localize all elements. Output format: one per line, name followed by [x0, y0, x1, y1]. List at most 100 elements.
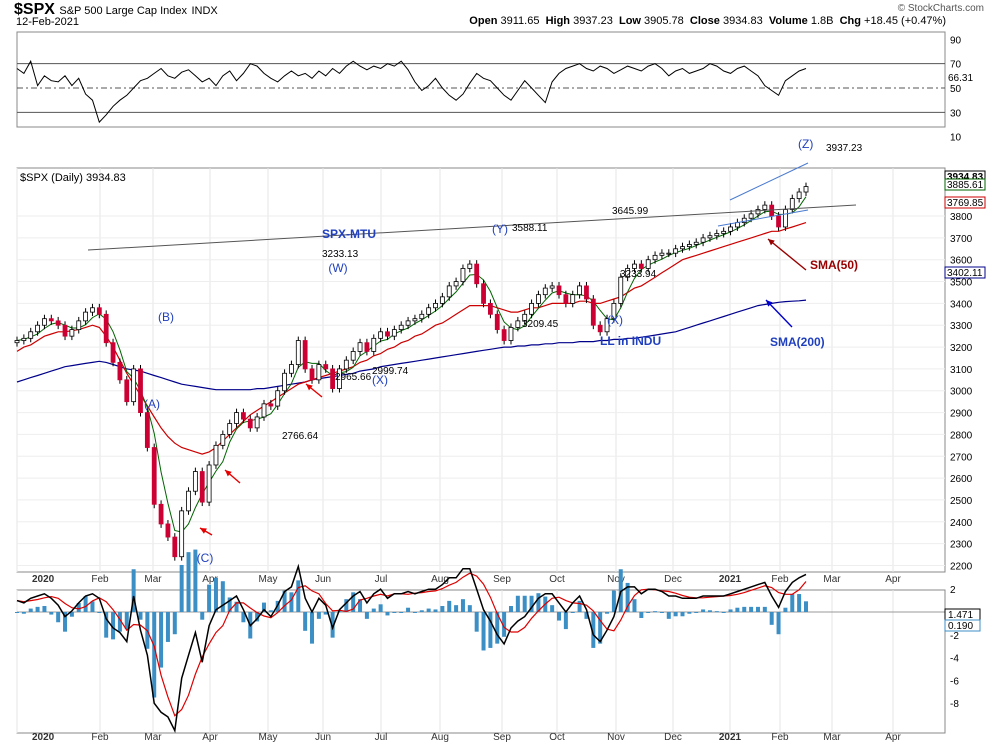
price-candle [769, 204, 775, 217]
rsi-y-tick: 50 [950, 84, 962, 95]
macd-histogram-bar [90, 601, 95, 612]
price-candle [295, 340, 301, 365]
macd-histogram-bar [104, 612, 109, 638]
macd-histogram-bar [412, 612, 417, 613]
macd-x-x-tick: Nov [607, 732, 625, 743]
macd-histogram-bar [213, 577, 218, 612]
macd-histogram-bar [234, 601, 239, 612]
macd-x-x-tick: Feb [771, 732, 789, 743]
macd-histogram-bar [282, 590, 287, 612]
macd-histogram-bar [426, 608, 431, 612]
macd-histogram-bar [454, 605, 459, 612]
price-candle [391, 329, 397, 337]
macd-x-x-tick: Jun [315, 732, 331, 743]
macd-histogram-bar [742, 606, 747, 612]
macd-histogram-bar [207, 584, 212, 612]
macd-histogram-bar [323, 612, 328, 615]
price-y-tick: 2200 [950, 561, 973, 572]
macd-histogram-bar [316, 612, 321, 619]
price-candle [179, 510, 185, 558]
macd-y-tick: -2 [950, 631, 959, 642]
price-candle [343, 359, 349, 370]
price-right-label-box [944, 196, 986, 209]
macd-histogram-bar [797, 594, 802, 612]
macd-histogram-bar [735, 607, 740, 612]
price-annotation: (Y) [492, 222, 508, 236]
macd-histogram-bar [714, 611, 719, 613]
price-candle [638, 263, 644, 269]
macd-histogram-bar [56, 612, 61, 623]
macd-right-label: 0.190 [948, 621, 973, 632]
price-candle [385, 331, 390, 337]
price-annotation: (A) [144, 397, 160, 411]
annotation-arrowhead [200, 528, 207, 534]
macd-histogram-bar [577, 600, 582, 612]
price-candle [35, 324, 40, 333]
price-candle [803, 186, 809, 193]
panel-border-2 [16, 589, 946, 734]
price-candle [227, 423, 233, 435]
price-right-label-box [944, 266, 986, 279]
price-annotation: LL in INDU [600, 334, 661, 348]
price-right-label-box [944, 178, 986, 191]
price-candle [316, 364, 322, 381]
price-candle [172, 536, 178, 558]
macd-histogram-bar [673, 612, 678, 617]
price-candle [186, 490, 191, 512]
price-candle [323, 364, 329, 370]
price-x-x-tick: Nov [607, 574, 625, 585]
price-panel-title: $SPX (Daily) 3934.83 [20, 172, 126, 184]
macd-histogram-bar [563, 612, 568, 630]
price-candle [83, 311, 89, 322]
macd-x-x-tick: Oct [549, 732, 565, 743]
macd-histogram-bar [646, 612, 651, 613]
macd-histogram-bar [591, 612, 596, 648]
price-annotation: 3233.13 [322, 249, 359, 260]
price-y-tick: 3200 [950, 343, 973, 354]
price-candle [645, 259, 651, 269]
macd-histogram-bar [193, 549, 198, 612]
macd-histogram-bar [769, 612, 774, 625]
macd-histogram-bar [550, 605, 555, 612]
price-candle [783, 209, 788, 228]
channel-upper-line [729, 162, 809, 201]
price-candle [721, 230, 727, 234]
macd-histogram-bar [653, 611, 658, 613]
price-x-x-tick: Aug [431, 574, 449, 585]
price-candle [796, 191, 802, 199]
price-candle [62, 324, 68, 337]
macd-histogram-bar [310, 612, 315, 644]
macd-y-tick: -8 [950, 699, 959, 710]
macd-histogram-bar [371, 608, 376, 612]
macd-histogram-bar [584, 612, 589, 619]
macd-histogram-bar [351, 592, 356, 612]
price-y-tick: 3500 [950, 278, 973, 289]
price-candle [501, 329, 507, 341]
macd-histogram-bar [783, 607, 788, 612]
price-y-tick: 3800 [950, 212, 973, 223]
price-candle [192, 471, 198, 492]
macd-histogram-bar [570, 612, 575, 613]
price-candle [728, 226, 733, 232]
macd-histogram-bar [35, 606, 40, 612]
price-candle [563, 294, 569, 304]
price-candle [350, 351, 356, 361]
sma200-line [16, 299, 807, 391]
price-annotation: 3209.45 [522, 319, 559, 330]
price-candle [289, 364, 294, 374]
macd-x-x-tick: Dec [664, 732, 682, 743]
price-candle [206, 464, 212, 503]
macd-histogram-bar [63, 612, 68, 632]
price-candle [453, 281, 459, 287]
macd-histogram-bar [488, 612, 493, 648]
price-candle [405, 320, 411, 326]
high-value: 3937.23 [573, 15, 613, 27]
price-candle [144, 412, 150, 448]
rsi-last-value: 66.31 [948, 73, 973, 84]
price-x-x-tick: 2021 [719, 574, 742, 585]
annotation-arrowhead [225, 470, 232, 477]
sma50-line [16, 222, 807, 455]
macd-histogram-bar [790, 594, 795, 612]
macd-histogram-bar [776, 612, 781, 635]
price-candle [234, 412, 239, 424]
